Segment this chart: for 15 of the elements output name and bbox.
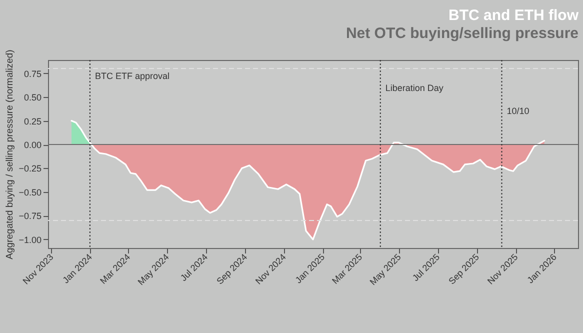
y-tick-label: −0.75 [18,211,42,222]
y-tick-label: 0.00 [24,140,42,150]
chart-subtitle: Net OTC buying/selling pressure [346,25,578,42]
y-tick-label: 0.50 [24,92,42,103]
ref-line-label: BTC ETF approval [94,71,170,81]
chart-title: BTC and ETH flow [448,7,579,24]
y-tick-label: 0.75 [24,68,42,79]
line-series [70,120,546,240]
ref-line-label: Liberation Day [385,83,444,93]
y-tick-label: −1.00 [18,234,42,245]
y-axis-title: Aggregated buying / selling pressure (normalized) [4,50,16,260]
y-tick-label: −0.25 [18,164,42,174]
y-tick-label: 0.25 [24,116,42,126]
y-tick-label: −0.50 [18,187,42,198]
ref-line-label: 10/10 [506,106,530,116]
